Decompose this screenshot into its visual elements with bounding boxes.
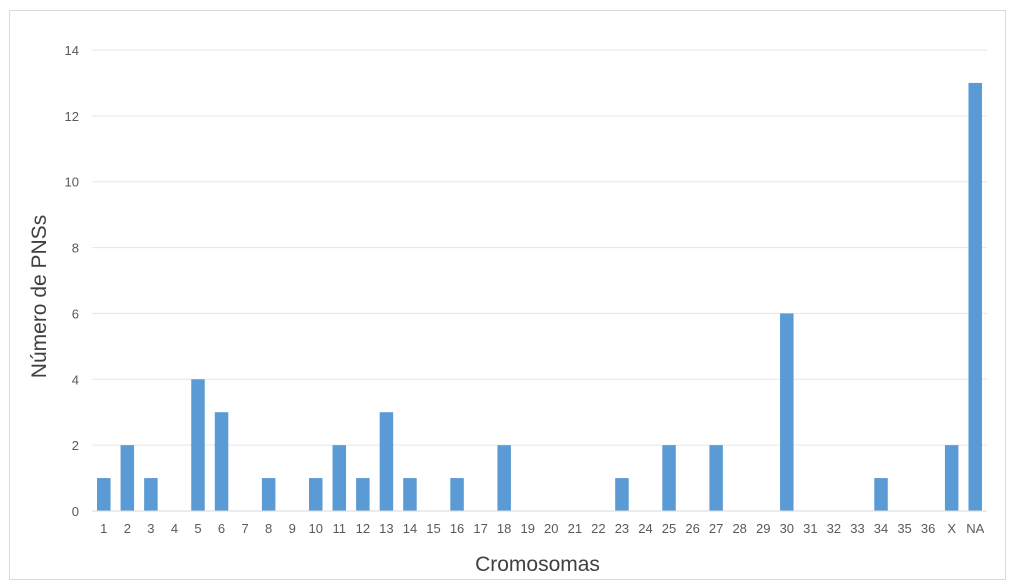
y-tick-label: 2 [72,438,79,453]
x-tick-label: 30 [780,521,794,536]
y-tick-label: 8 [72,241,79,256]
x-tick-label: 34 [874,521,888,536]
y-tick-label: 12 [65,109,79,124]
x-tick-label: 17 [473,521,487,536]
x-tick-label: 9 [289,521,296,536]
x-tick-label: X [947,521,956,536]
y-tick-label: 6 [72,306,79,321]
x-tick-label: 2 [124,521,131,536]
x-tick-label: 5 [194,521,201,536]
x-tick-label: 3 [147,521,154,536]
bar-12 [356,478,370,511]
x-tick-label: 31 [803,521,817,536]
bar-14 [403,478,417,511]
bar-11 [332,445,347,511]
bar-25 [662,445,676,511]
x-axis-title: Cromosomas [475,553,600,576]
x-tick-label: 12 [356,521,370,536]
x-tick-label: 27 [709,521,723,536]
y-tick-label: 0 [72,504,79,519]
bar-23 [615,478,629,511]
x-tick-label: 8 [265,521,272,536]
bar-3 [144,478,158,511]
y-axis-ticks: 0 2 4 6 8 10 12 14 [65,43,79,519]
x-tick-label: 29 [756,521,770,536]
bar-18 [497,445,511,511]
x-tick-label: 14 [403,521,417,536]
x-tick-label: 1 [100,521,107,536]
bar-2 [120,445,135,511]
x-tick-label: 20 [544,521,558,536]
x-tick-label: 11 [333,521,347,536]
y-tick-label: 14 [65,43,79,58]
x-tick-label: 16 [450,521,464,536]
bar-X [944,445,959,511]
bar-1 [97,478,111,511]
x-tick-label: 23 [615,521,629,536]
bars [97,82,982,511]
y-tick-label: 4 [72,372,79,387]
bar-5 [191,379,205,511]
bar-6 [214,412,229,511]
x-tick-label: 36 [921,521,935,536]
bar-30 [780,313,794,511]
x-tick-label: 6 [218,521,225,536]
x-tick-label: 32 [827,521,841,536]
x-tick-label: 13 [379,521,393,536]
bar-13 [379,412,394,511]
x-tick-label: 26 [685,521,699,536]
bar-16 [450,478,464,511]
x-tick-label: 25 [662,521,676,536]
gridlines [92,49,987,446]
bar-34 [874,478,888,511]
bar-8 [261,478,276,511]
y-tick-label: 10 [65,175,79,190]
x-tick-label: NA [966,521,984,536]
x-tick-label: 19 [520,521,534,536]
x-tick-label: 21 [568,521,582,536]
x-tick-label: 22 [591,521,605,536]
x-tick-label: 4 [171,521,178,536]
bar-NA [968,82,982,511]
x-tick-label: 15 [426,521,440,536]
y-axis-title: Número de PNSs [28,215,51,378]
x-axis-ticks: 1 2 3 4 5 6 7 8 9 10 11 12 13 14 15 16 17 18 19 20 21 22 23 24 2… [100,521,984,536]
bar-10 [309,478,323,511]
x-tick-label: 33 [850,521,864,536]
x-tick-label: 7 [241,521,248,536]
x-tick-label: 35 [897,521,911,536]
x-tick-label: 24 [638,521,652,536]
x-tick-label: 18 [497,521,511,536]
x-tick-label: 10 [309,521,323,536]
bar-27 [709,445,723,511]
x-tick-label: 28 [732,521,746,536]
